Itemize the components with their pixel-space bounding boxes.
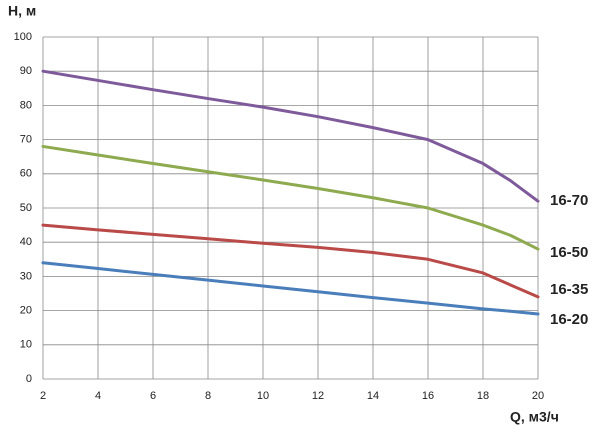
x-tick-label: 6 (150, 390, 156, 402)
y-tick-label: 90 (20, 65, 32, 77)
series-label: 16-50 (550, 244, 588, 261)
y-tick-label: 80 (20, 99, 32, 111)
series-line (41, 261, 540, 316)
x-tick-label: 16 (422, 390, 434, 402)
y-tick-label: 10 (20, 339, 32, 351)
x-tick-label: 2 (40, 390, 46, 402)
y-tick-label: 40 (20, 236, 32, 248)
x-tick-label: 14 (367, 390, 379, 402)
y-tick-label: 50 (20, 202, 32, 214)
series-label: 16-70 (550, 192, 588, 209)
series-label: 16-35 (550, 281, 588, 298)
series-line (41, 223, 540, 299)
x-tick-label: 12 (312, 390, 324, 402)
x-axis-title: Q, м3/ч (510, 409, 559, 425)
y-tick-label: 0 (26, 373, 32, 385)
series-line (41, 69, 540, 203)
y-axis-title: H, м (8, 3, 36, 19)
x-tick-label: 18 (477, 390, 489, 402)
y-tick-label: 100 (14, 31, 32, 43)
x-tick-label: 4 (95, 390, 101, 402)
y-tick-label: 60 (20, 168, 32, 180)
series-line (41, 144, 540, 251)
y-tick-label: 70 (20, 134, 32, 146)
y-tick-label: 30 (20, 270, 32, 282)
series-label: 16-20 (550, 311, 588, 328)
x-tick-label: 10 (257, 390, 269, 402)
x-tick-label: 20 (532, 390, 544, 402)
y-tick-label: 20 (20, 305, 32, 317)
x-tick-label: 8 (205, 390, 211, 402)
